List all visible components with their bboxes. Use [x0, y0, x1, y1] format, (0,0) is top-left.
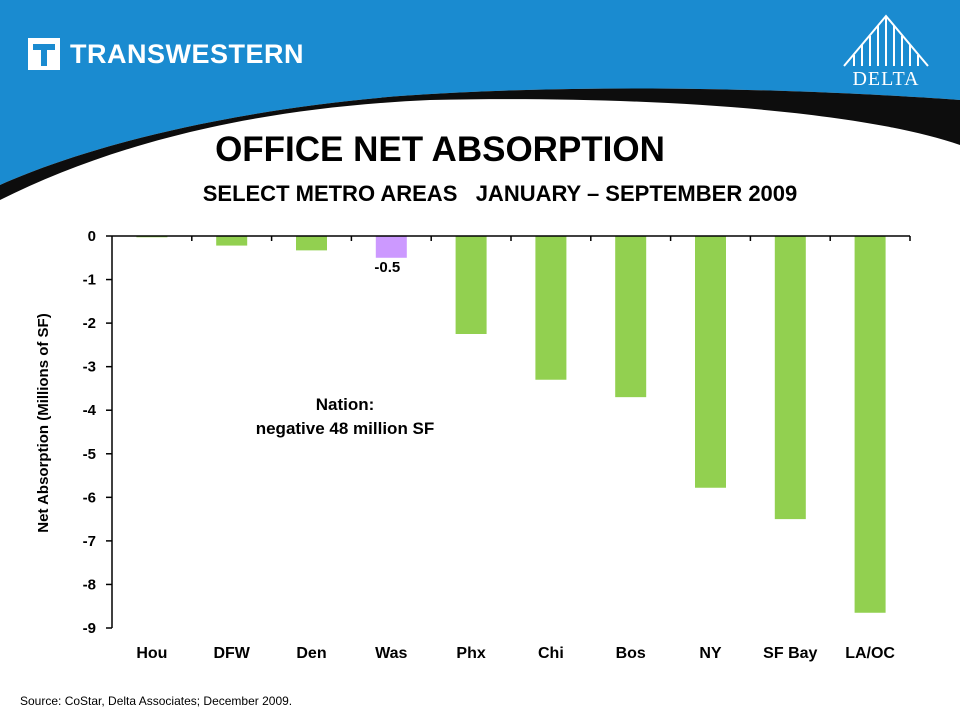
delta-pyramid-icon — [843, 14, 929, 67]
data-labels: -0.5 — [374, 259, 400, 276]
x-tick-label: SF Bay — [763, 645, 817, 662]
source-note: Source: CoStar, Delta Associates; Decemb… — [20, 694, 293, 708]
bar-series — [136, 236, 886, 613]
y-tick-label: -6 — [83, 489, 96, 506]
x-axis-ticks: Hou DFW Den Was Phx Chi Bos NY SF Bay LA/OC — [136, 236, 911, 662]
annotation-line-2: negative 48 million SF — [256, 419, 435, 438]
bar-was — [375, 236, 407, 258]
header-band — [0, 0, 960, 200]
bar-chi — [535, 236, 567, 380]
x-tick-label: Bos — [616, 645, 646, 662]
x-tick-label: Phx — [456, 645, 485, 662]
transwestern-logo: TRANSWESTERN — [28, 38, 304, 70]
bar-dfw — [216, 236, 248, 246]
bar-chart: 0 -1 -2 -3 -4 -5 -6 -7 -8 -9 Hou DFW Den Was Phx Chi Bo… — [35, 228, 911, 662]
y-tick-label: 0 — [88, 228, 96, 245]
annotation-line-1: Nation: — [316, 395, 375, 414]
x-tick-label: Was — [375, 645, 407, 662]
bar-ny — [695, 236, 726, 488]
y-tick-label: -3 — [83, 359, 96, 376]
bar-bos — [615, 236, 647, 398]
delta-wordmark: DELTA — [852, 68, 920, 90]
x-tick-label: Hou — [136, 645, 167, 662]
y-tick-label: -4 — [83, 402, 97, 419]
bar-den — [296, 236, 327, 251]
y-tick-label: -1 — [83, 272, 96, 289]
delta-logo: DELTA — [836, 12, 936, 92]
chart-subtitle: SELECT METRO AREAS JANUARY – SEPTEMBER 2… — [202, 181, 798, 206]
x-tick-label: Den — [296, 645, 326, 662]
transwestern-wordmark: TRANSWESTERN — [70, 38, 304, 69]
y-tick-label: -9 — [83, 620, 96, 637]
chart-title: OFFICE NET ABSORPTION — [215, 130, 665, 169]
data-label: -0.5 — [374, 259, 400, 276]
bar-sf-bay — [774, 236, 806, 520]
y-tick-label: -5 — [83, 446, 96, 463]
x-tick-label: LA/OC — [845, 645, 895, 662]
x-tick-label: NY — [699, 645, 722, 662]
bar-la-oc — [854, 236, 886, 613]
y-axis-label: Net Absorption (Millions of SF) — [35, 313, 52, 532]
y-tick-label: -8 — [83, 576, 96, 593]
y-tick-label: -2 — [83, 315, 96, 332]
bar-phx — [455, 236, 487, 334]
transwestern-t-icon — [28, 38, 60, 70]
x-tick-label: DFW — [213, 645, 250, 662]
y-axis-ticks: 0 -1 -2 -3 -4 -5 -6 -7 -8 -9 — [83, 228, 112, 637]
x-tick-label: Chi — [538, 645, 564, 662]
y-tick-label: -7 — [83, 533, 96, 550]
